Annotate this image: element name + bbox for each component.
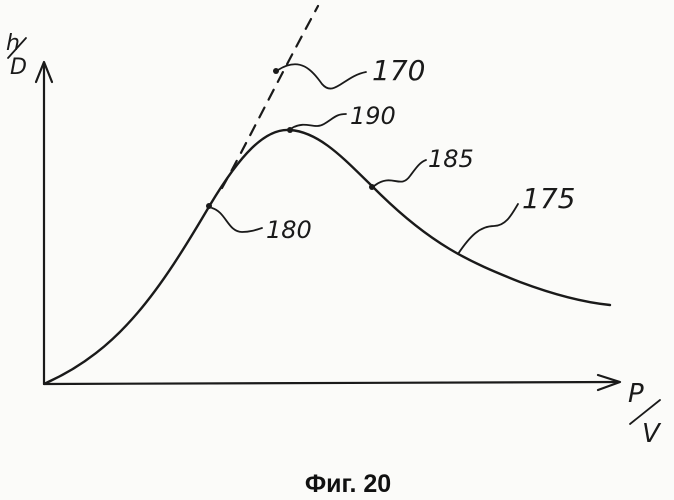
- leader-185: [374, 160, 426, 186]
- y-axis-label-d: D: [10, 55, 27, 80]
- curve-markers: [206, 68, 375, 209]
- x-axis: [44, 382, 618, 384]
- label-185: 185: [428, 145, 474, 173]
- reference-numerals: 170 190 185 180 175: [266, 54, 575, 244]
- leader-190: [292, 114, 346, 128]
- x-axis-label-v: V: [642, 419, 662, 449]
- x-axis-label-p: P: [628, 379, 644, 409]
- figure-caption: Фиг. 20: [305, 470, 391, 498]
- leader-170: [278, 64, 366, 88]
- marker-180: [206, 203, 212, 209]
- label-170: 170: [372, 54, 425, 87]
- leader-180: [212, 208, 262, 232]
- y-axis-label: h D: [6, 31, 27, 80]
- solid-curve: [46, 130, 610, 383]
- leader-175: [458, 204, 518, 254]
- x-axis-label: P V: [628, 379, 662, 449]
- axes: [36, 62, 620, 390]
- label-180: 180: [266, 216, 312, 244]
- dashed-curve: [222, 6, 318, 188]
- label-190: 190: [350, 102, 396, 130]
- label-175: 175: [522, 182, 575, 215]
